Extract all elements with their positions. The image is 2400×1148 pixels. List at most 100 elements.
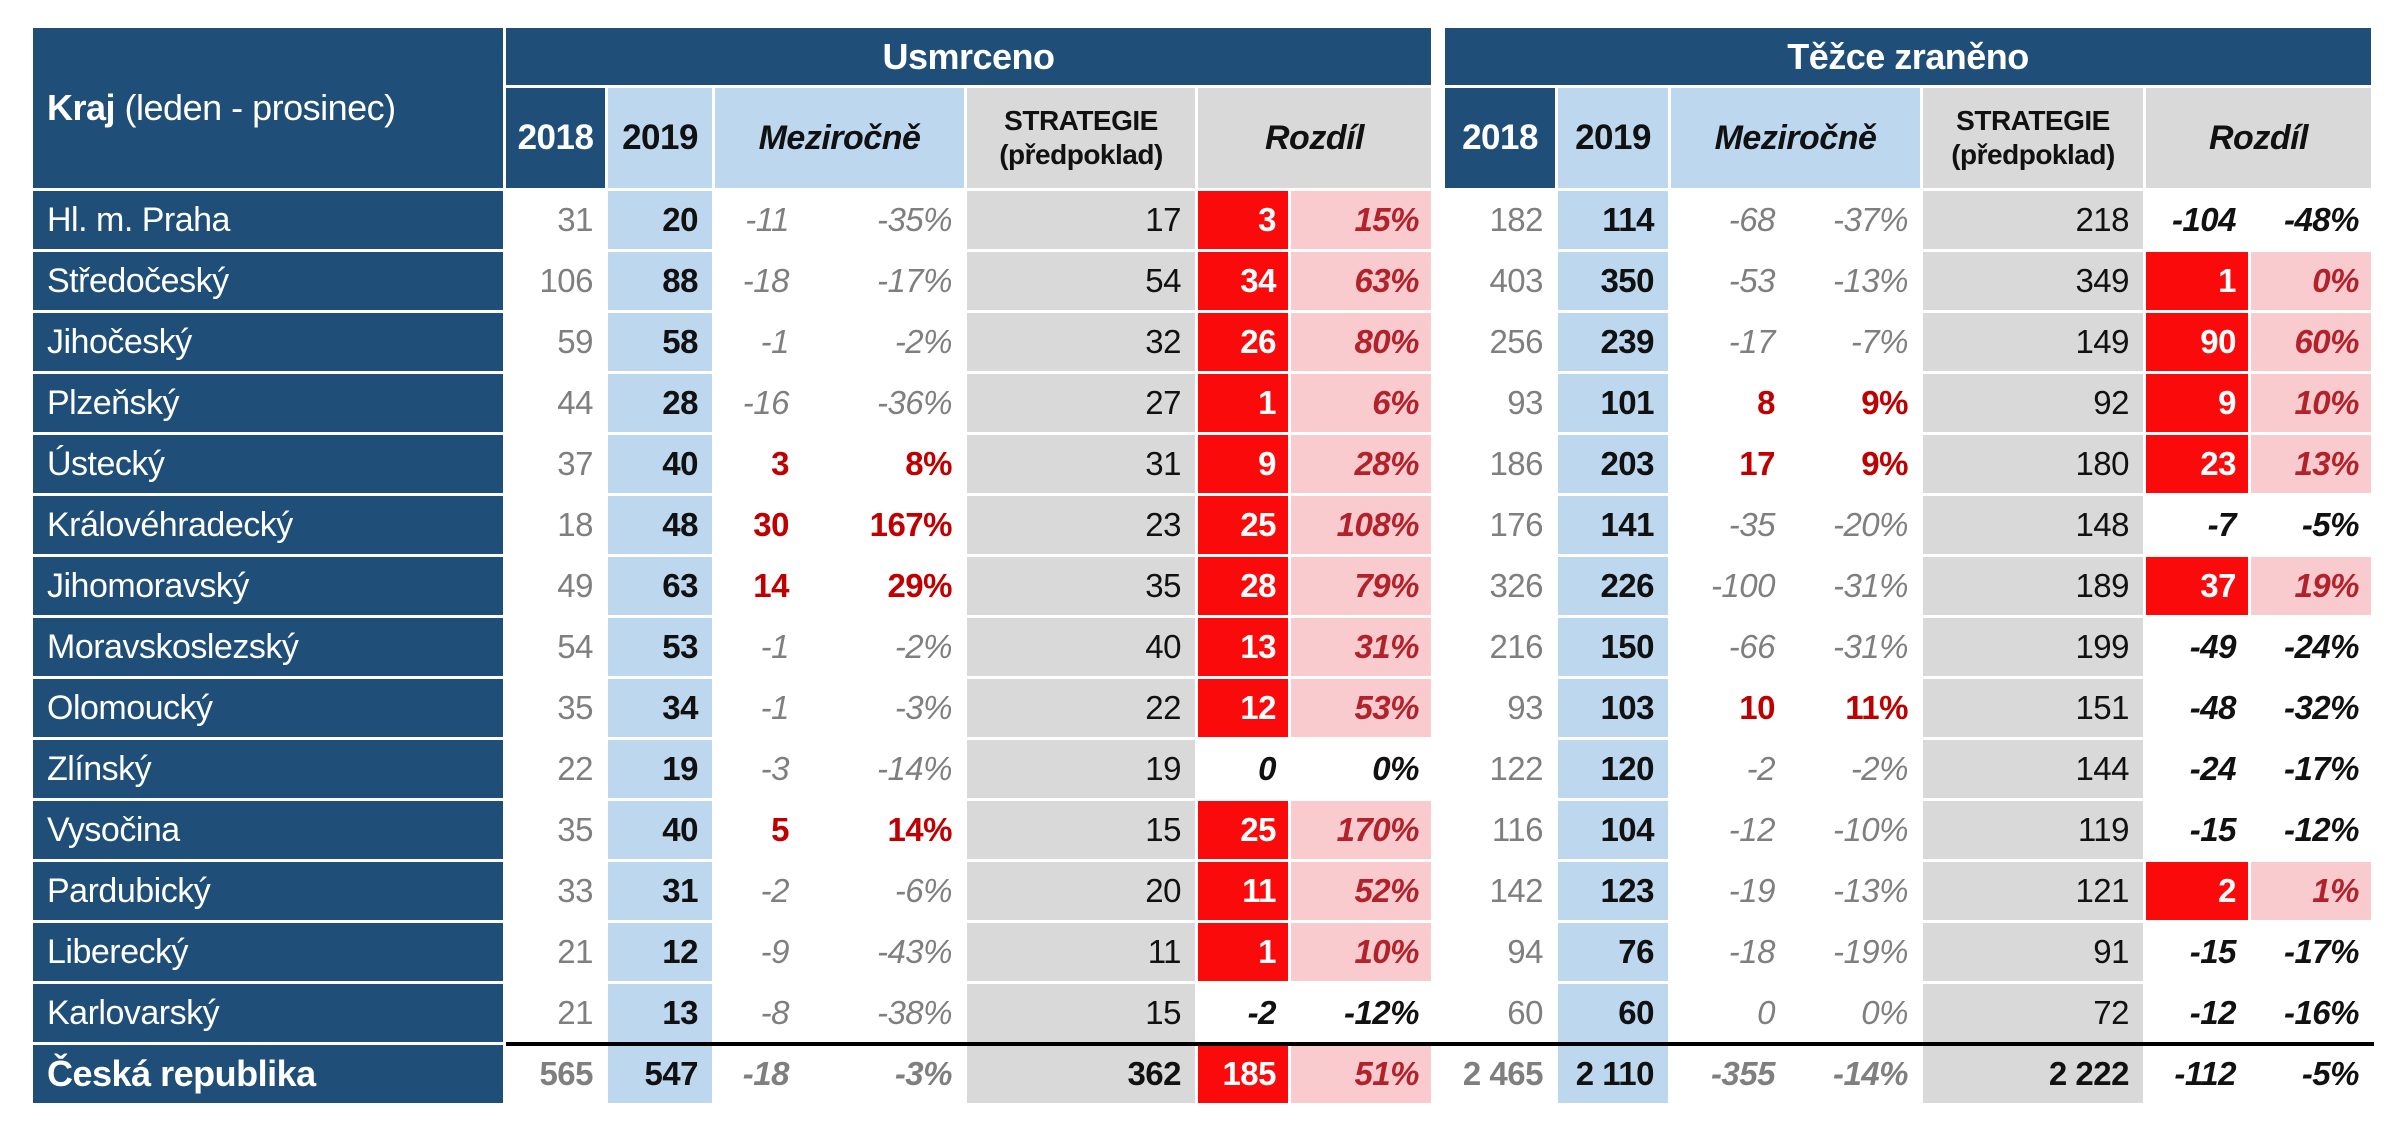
- region-label: Karlovarský: [33, 984, 503, 1042]
- cell-tezce-y2018: 122: [1445, 740, 1555, 798]
- cell-tezce-y2018: 186: [1445, 435, 1555, 493]
- cell-tezce-y2018: 403: [1445, 252, 1555, 310]
- cell-tezce-rozdil: 1: [2146, 252, 2248, 310]
- cell-usmrceno-y2018: 22: [506, 740, 605, 798]
- cell-tezce-strategie: 2 222: [1923, 1045, 2143, 1103]
- cell-tezce-mzPct: -13%: [1790, 862, 1920, 920]
- cell-usmrceno-y2019: 31: [608, 862, 712, 920]
- cell-tezce-mzPct: -37%: [1790, 191, 1920, 249]
- cell-usmrceno-mzPct: 167%: [804, 496, 964, 554]
- col-header-tezce-2019: 2019: [1558, 88, 1668, 188]
- cell-tezce-mz: -12: [1671, 801, 1787, 859]
- region-label: Středočeský: [33, 252, 503, 310]
- cell-usmrceno-strategie: 31: [967, 435, 1195, 493]
- cell-usmrceno-y2019: 40: [608, 435, 712, 493]
- cell-tezce-mzPct: 0%: [1790, 984, 1920, 1042]
- cell-tezce-y2018: 93: [1445, 679, 1555, 737]
- cell-usmrceno-rozdil: 28: [1198, 557, 1288, 615]
- cell-usmrceno-rozdil: 9: [1198, 435, 1288, 493]
- cell-usmrceno-y2018: 54: [506, 618, 605, 676]
- cell-usmrceno-mz: -16: [715, 374, 801, 432]
- cell-usmrceno-mzPct: -2%: [804, 618, 964, 676]
- cell-tezce-rozdilPct: -32%: [2251, 679, 2371, 737]
- cell-tezce-y2018: 94: [1445, 923, 1555, 981]
- cell-tezce-rozdilPct: 0%: [2251, 252, 2371, 310]
- cell-tezce-mz: -100: [1671, 557, 1787, 615]
- cell-tezce-strategie: 189: [1923, 557, 2143, 615]
- region-label: Liberecký: [33, 923, 503, 981]
- cell-usmrceno-strategie: 19: [967, 740, 1195, 798]
- cell-usmrceno-rozdil: 25: [1198, 496, 1288, 554]
- region-label: Plzeňský: [33, 374, 503, 432]
- cell-usmrceno-strategie: 15: [967, 984, 1195, 1042]
- col-header-tezce-2018: 2018: [1445, 88, 1555, 188]
- table-row: Královéhradecký 18 48 30 167% 23 25 108% 176 141-…: [33, 496, 2371, 554]
- cell-tezce-rozdilPct: 19%: [2251, 557, 2371, 615]
- cell-tezce-y2019: 123: [1558, 862, 1668, 920]
- cell-tezce-rozdilPct: -5%: [2251, 496, 2371, 554]
- cell-usmrceno-rozdil: 3: [1198, 191, 1288, 249]
- total-row-separator-line: [506, 1042, 2374, 1046]
- cell-tezce-rozdilPct: 10%: [2251, 374, 2371, 432]
- cell-usmrceno-mzPct: -14%: [804, 740, 964, 798]
- region-label: Ústecký: [33, 435, 503, 493]
- region-label: Jihočeský: [33, 313, 503, 371]
- cell-usmrceno-rozdil: 0: [1198, 740, 1288, 798]
- section-divider: [1434, 191, 1442, 249]
- section-divider: [1434, 435, 1442, 493]
- region-label: Zlínský: [33, 740, 503, 798]
- cell-usmrceno-strategie: 362: [967, 1045, 1195, 1103]
- cell-usmrceno-mz: -18: [715, 1045, 801, 1103]
- table-row: Zlínský 22 19 -3 -14% 19 0 0% 122 120 -2 -2% 144 -24-…: [33, 740, 2371, 798]
- col-header-usmrceno-mezirocne: Meziročně: [715, 88, 964, 188]
- cell-usmrceno-strategie: 54: [967, 252, 1195, 310]
- cell-usmrceno-mzPct: 14%: [804, 801, 964, 859]
- cell-usmrceno-mz: -2: [715, 862, 801, 920]
- cell-usmrceno-mzPct: -3%: [804, 1045, 964, 1103]
- cell-usmrceno-mzPct: 29%: [804, 557, 964, 615]
- col-header-usmrceno-2018: 2018: [506, 88, 605, 188]
- cell-tezce-rozdil: 2: [2146, 862, 2248, 920]
- cell-usmrceno-y2018: 35: [506, 801, 605, 859]
- cell-usmrceno-strategie: 23: [967, 496, 1195, 554]
- cell-usmrceno-y2019: 48: [608, 496, 712, 554]
- section-divider: [1434, 313, 1442, 371]
- region-label: Vysočina: [33, 801, 503, 859]
- cell-tezce-strategie: 92: [1923, 374, 2143, 432]
- cell-tezce-y2018: 60: [1445, 984, 1555, 1042]
- cell-tezce-y2019: 350: [1558, 252, 1668, 310]
- cell-tezce-y2018: 176: [1445, 496, 1555, 554]
- cell-usmrceno-strategie: 22: [967, 679, 1195, 737]
- cell-tezce-rozdil: -49: [2146, 618, 2248, 676]
- cell-usmrceno-rozdilPct: 108%: [1291, 496, 1431, 554]
- cell-tezce-mz: -35: [1671, 496, 1787, 554]
- region-label: Česká republika: [33, 1045, 503, 1103]
- cell-tezce-rozdilPct: -16%: [2251, 984, 2371, 1042]
- cell-usmrceno-mzPct: -36%: [804, 374, 964, 432]
- table-row: Ústecký 37 40 3 8% 31 9 28% 186 203 17 9% 180 23 13%: [33, 435, 2371, 493]
- cell-tezce-y2019: 2 110: [1558, 1045, 1668, 1103]
- cell-usmrceno-y2019: 63: [608, 557, 712, 615]
- cell-tezce-y2019: 104: [1558, 801, 1668, 859]
- cell-tezce-rozdil: 23: [2146, 435, 2248, 493]
- cell-tezce-rozdil: -48: [2146, 679, 2248, 737]
- cell-tezce-y2019: 150: [1558, 618, 1668, 676]
- cell-usmrceno-rozdil: -2: [1198, 984, 1288, 1042]
- cell-usmrceno-rozdil: 25: [1198, 801, 1288, 859]
- cell-tezce-strategie: 148: [1923, 496, 2143, 554]
- cell-tezce-rozdilPct: -48%: [2251, 191, 2371, 249]
- region-label: Olomoucký: [33, 679, 503, 737]
- cell-tezce-rozdil: 37: [2146, 557, 2248, 615]
- cell-tezce-y2018: 142: [1445, 862, 1555, 920]
- cell-usmrceno-y2019: 58: [608, 313, 712, 371]
- cell-usmrceno-mzPct: -3%: [804, 679, 964, 737]
- cell-usmrceno-mz: -1: [715, 313, 801, 371]
- cell-usmrceno-mz: 5: [715, 801, 801, 859]
- cell-tezce-y2019: 114: [1558, 191, 1668, 249]
- cell-usmrceno-mz: 3: [715, 435, 801, 493]
- column-header-row: 2018 2019 Meziročně STRATEGIE (předpoklad…: [33, 88, 2371, 188]
- cell-usmrceno-mzPct: -2%: [804, 313, 964, 371]
- cell-tezce-strategie: 149: [1923, 313, 2143, 371]
- cell-usmrceno-y2018: 31: [506, 191, 605, 249]
- cell-usmrceno-strategie: 32: [967, 313, 1195, 371]
